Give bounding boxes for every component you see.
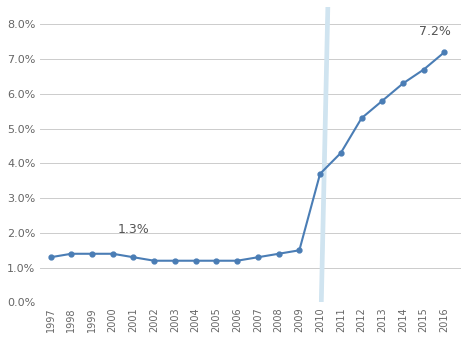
Ellipse shape [302,0,346,339]
Text: 1.3%: 1.3% [117,223,149,236]
Text: 7.2%: 7.2% [419,25,451,38]
